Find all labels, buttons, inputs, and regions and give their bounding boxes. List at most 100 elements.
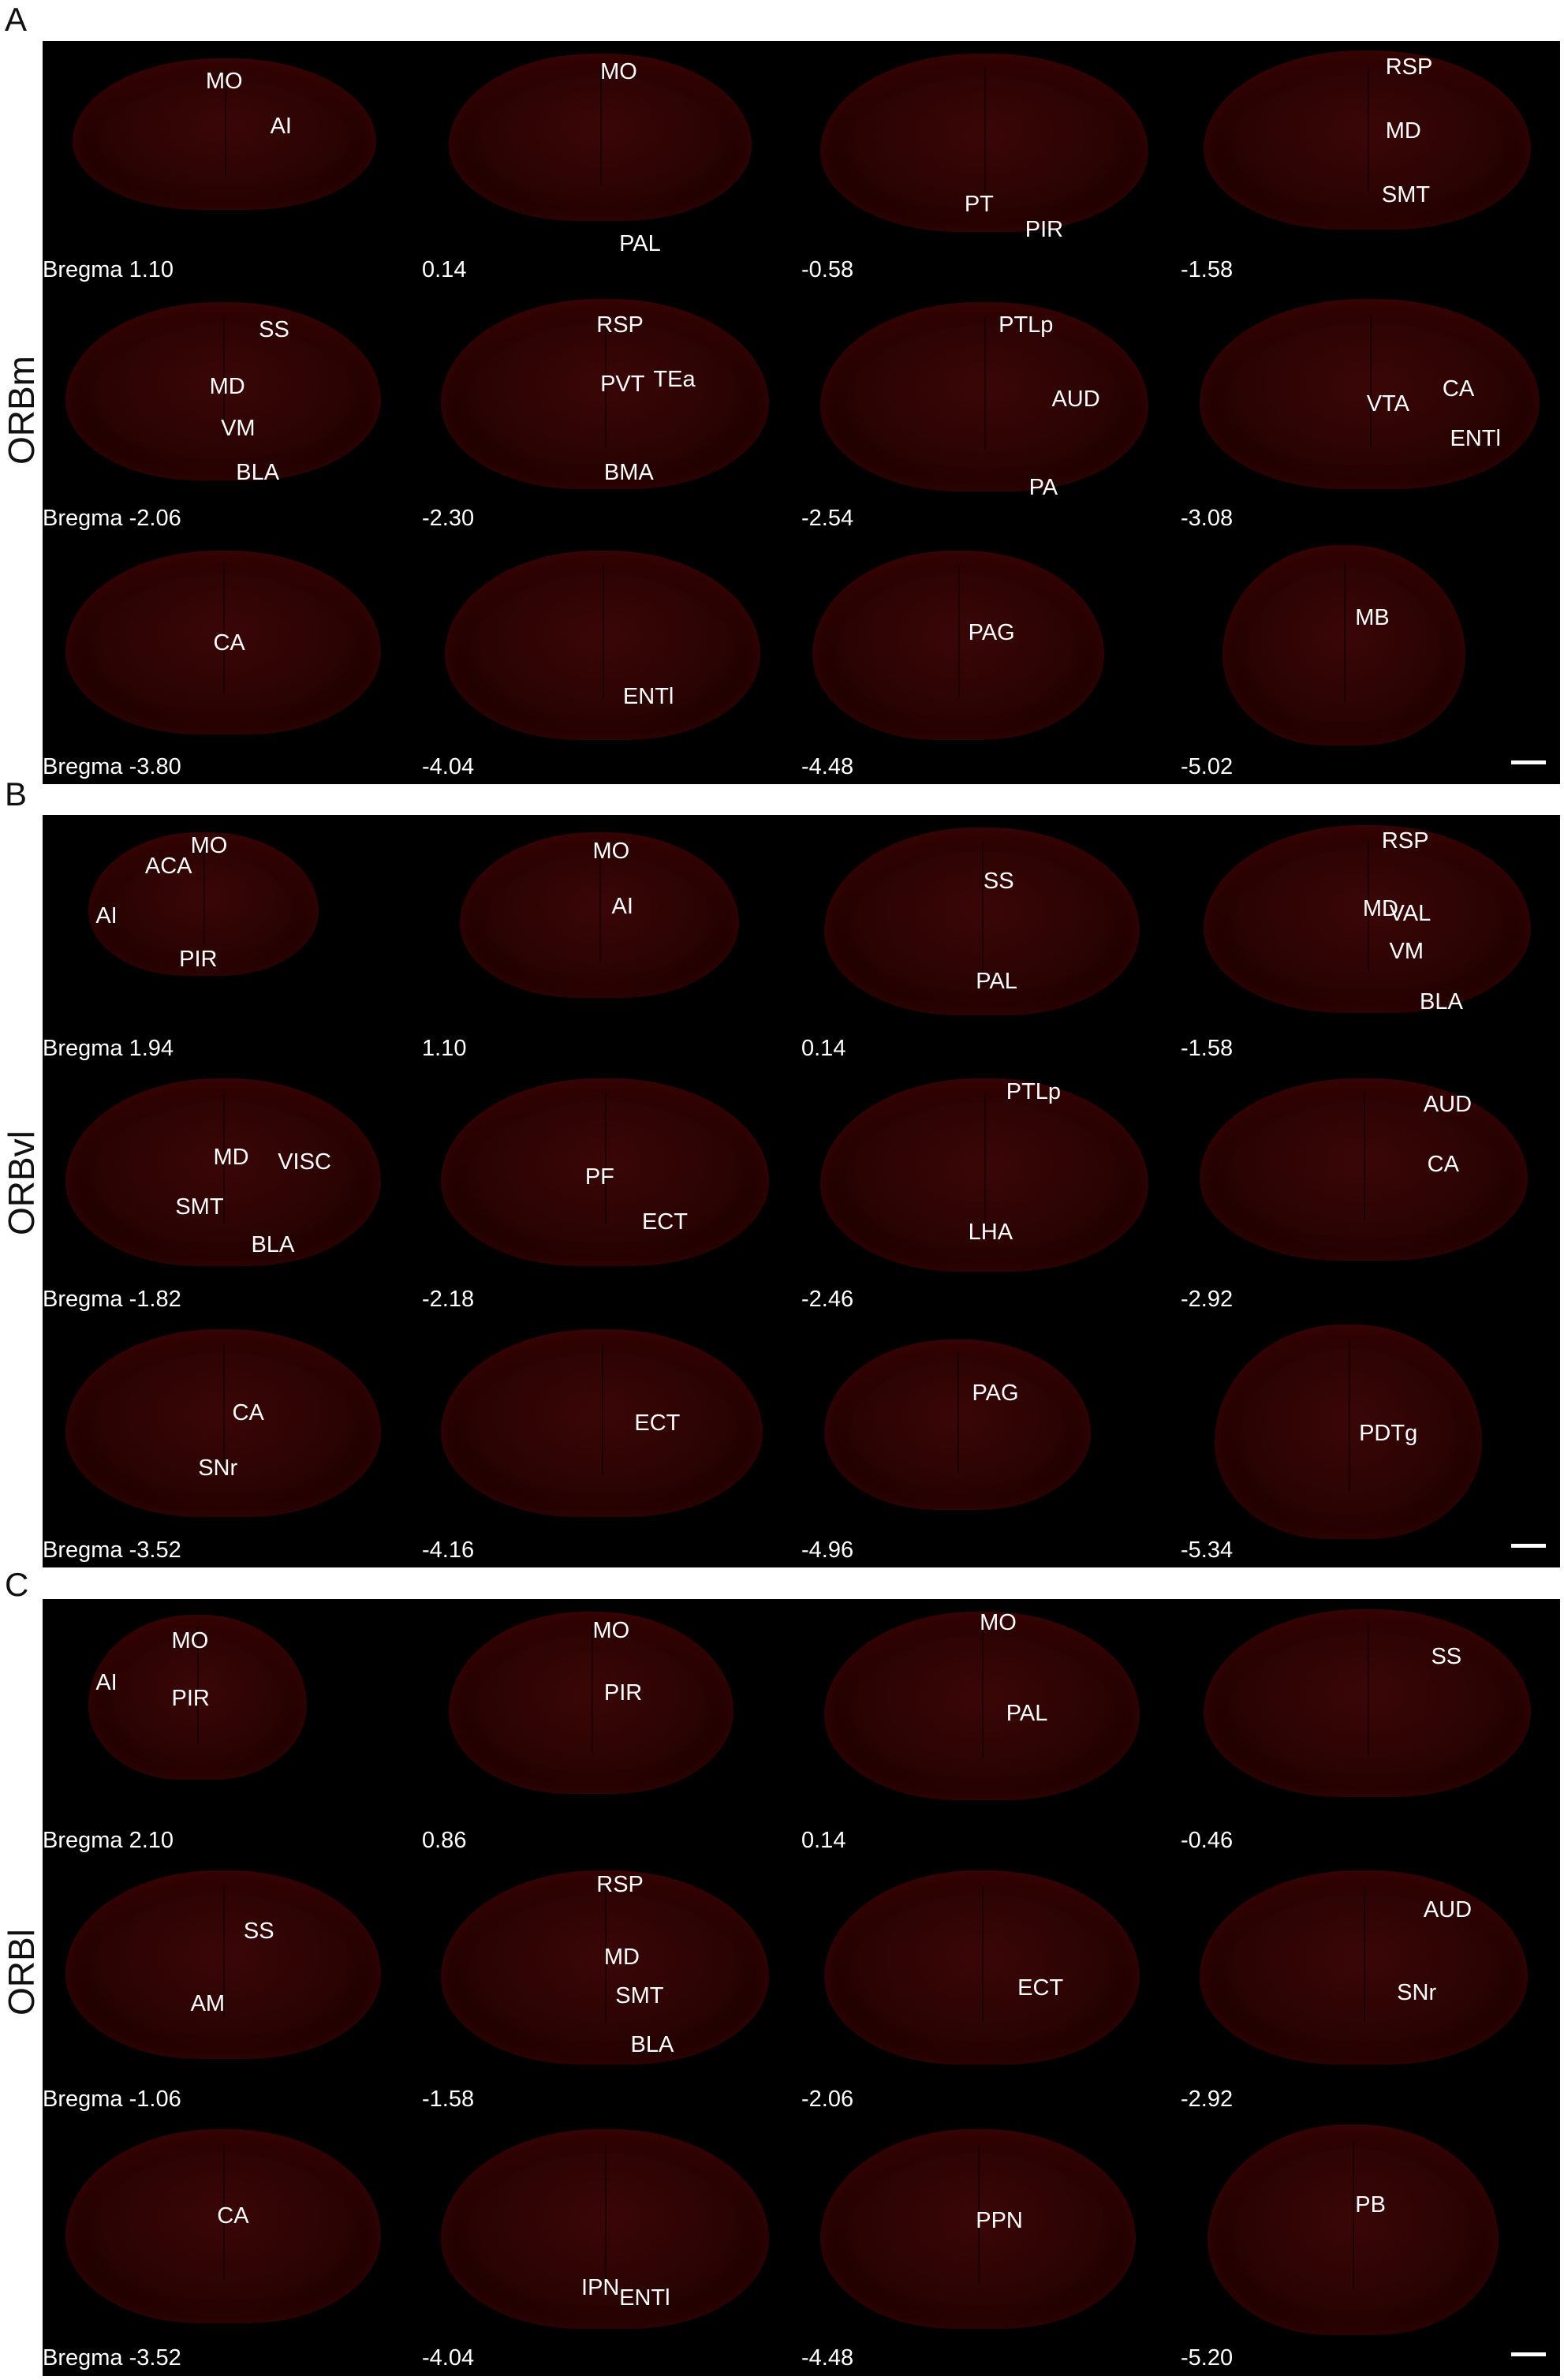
region-label: CA	[213, 630, 245, 656]
brain-slice-image	[73, 58, 377, 211]
brain-section: MO AI 1.10	[422, 815, 801, 1066]
region-label: SNr	[198, 1455, 238, 1481]
region-label: RSP	[596, 1871, 644, 1897]
region-label: MO	[190, 833, 228, 859]
brain-section: MO AI Bregma 1.10	[43, 41, 422, 287]
region-label: VTA	[1366, 391, 1409, 417]
brain-slice-image	[820, 301, 1148, 491]
bregma-coordinate: Bregma 1.94	[43, 1036, 174, 1061]
bregma-coordinate: 0.14	[801, 1828, 846, 1853]
brain-slice-image	[444, 550, 761, 740]
brain-section: CA Bregma -3.80	[43, 538, 422, 784]
region-label: MO	[592, 1618, 630, 1644]
brain-slice-image	[823, 1612, 1140, 1800]
region-label: PT	[964, 192, 994, 218]
region-label: PIR	[603, 1679, 643, 1706]
brain-section: PPN -4.48	[801, 2117, 1181, 2375]
bregma-coordinate: -2.54	[801, 506, 854, 531]
bregma-coordinate: Bregma -3.52	[43, 1537, 181, 1563]
bregma-coordinate: Bregma -1.82	[43, 1287, 181, 1312]
region-label: MB	[1355, 605, 1390, 631]
region-label: MO	[980, 1610, 1017, 1636]
brain-section: RSP MD VAL VM BLA -1.58	[1181, 815, 1560, 1066]
brain-section: PTLp AUD PA -2.54	[801, 290, 1181, 536]
brain-slice-image	[88, 832, 319, 977]
brain-slice-image	[1203, 50, 1532, 230]
brain-section: PDTg -5.34	[1181, 1317, 1560, 1567]
panel-letter-c: C	[5, 1566, 29, 1603]
brain-section: AUD SNr -2.92	[1181, 1858, 1560, 2117]
brain-section: SS -0.46	[1181, 1599, 1560, 1858]
region-label: CA	[232, 1400, 264, 1426]
brain-section: SS MD VM BLA Bregma -2.06	[43, 290, 422, 536]
region-label: PAL	[1006, 1701, 1048, 1727]
brain-slice-image	[65, 550, 382, 734]
region-label: PTLp	[1006, 1079, 1062, 1105]
region-label: BLA	[236, 460, 280, 486]
region-label: RSP	[596, 312, 644, 338]
row-label-orbvl: ORBvl	[1, 1130, 42, 1236]
region-label: MD	[603, 1944, 640, 1970]
region-label: ECT	[1017, 1975, 1064, 2001]
panel-letter-a: A	[5, 1, 28, 38]
region-label: PIR	[171, 1685, 210, 1711]
brain-slice-image	[65, 1870, 382, 2059]
region-label: CA	[1442, 376, 1475, 402]
bregma-coordinate: Bregma -3.52	[43, 2345, 181, 2371]
region-label: RSP	[1385, 54, 1433, 80]
region-label: PDTg	[1359, 1420, 1418, 1446]
row-label-orbm: ORBm	[1, 356, 42, 465]
brain-slice-image	[1200, 1078, 1528, 1261]
region-label: PTLp	[998, 312, 1054, 338]
region-label: VAL	[1389, 901, 1431, 927]
brain-section: CA SNr Bregma -3.52	[43, 1317, 422, 1567]
brain-section: ECT -2.06	[801, 1858, 1181, 2117]
brain-section: CA Bregma -3.52	[43, 2117, 422, 2375]
region-label: MO	[171, 1628, 209, 1654]
brain-section: RSP MD SMT -1.58	[1181, 41, 1560, 287]
brain-slice-image	[1200, 1870, 1528, 2064]
region-label: CA	[1427, 1152, 1459, 1178]
brain-section: RSP PVT TEa BMA -2.30	[422, 290, 801, 536]
brain-slice-image	[460, 832, 740, 999]
region-label: PVT	[600, 372, 645, 398]
brain-slice-image	[820, 53, 1148, 233]
brain-slice-image	[1207, 2124, 1499, 2335]
bregma-coordinate: -5.34	[1181, 1537, 1234, 1563]
brain-section: ENTl -4.04	[422, 538, 801, 784]
brain-section: MO PIR 0.86	[422, 1599, 801, 1858]
region-label: IPN	[581, 2275, 620, 2301]
bregma-coordinate: Bregma -3.80	[43, 754, 181, 779]
region-label: PB	[1355, 2192, 1386, 2218]
region-label: LHA	[968, 1220, 1013, 1246]
brain-slice-image	[65, 1078, 382, 1266]
bregma-coordinate: -4.16	[422, 1537, 475, 1563]
region-label: AI	[95, 1669, 118, 1695]
region-label: MD	[213, 1144, 249, 1170]
bregma-coordinate: -3.08	[1181, 506, 1234, 531]
region-label: SS	[1431, 1644, 1462, 1670]
region-label: MO	[600, 58, 637, 84]
region-label: RSP	[1381, 828, 1429, 854]
region-label: BLA	[630, 2032, 674, 2058]
brain-slice-image	[1200, 299, 1540, 489]
brain-slice-image	[820, 1078, 1148, 1272]
bregma-coordinate: -4.96	[801, 1537, 854, 1563]
brain-slice-image	[823, 827, 1140, 1015]
brain-section: MD VISC SMT BLA Bregma -1.82	[43, 1066, 422, 1317]
brain-slice-image	[1222, 545, 1465, 746]
brain-slice-image	[441, 1870, 769, 2064]
bregma-coordinate: -2.92	[1181, 2087, 1234, 2112]
region-label: ENTl	[622, 684, 674, 710]
bregma-coordinate: -0.46	[1181, 1828, 1234, 1853]
brain-slice-image	[65, 301, 382, 481]
brain-slice-image	[823, 1339, 1092, 1511]
brain-section: VTA CA ENTl -3.08	[1181, 290, 1560, 536]
region-label: AUD	[1423, 1091, 1473, 1117]
bregma-coordinate: -4.48	[801, 2345, 854, 2371]
brain-slice-image	[441, 1328, 763, 1517]
region-label: PPN	[976, 2208, 1023, 2234]
bregma-coordinate: -5.02	[1181, 754, 1234, 779]
brain-slice-image	[1203, 1609, 1532, 1798]
bregma-coordinate: Bregma -1.06	[43, 2087, 181, 2112]
